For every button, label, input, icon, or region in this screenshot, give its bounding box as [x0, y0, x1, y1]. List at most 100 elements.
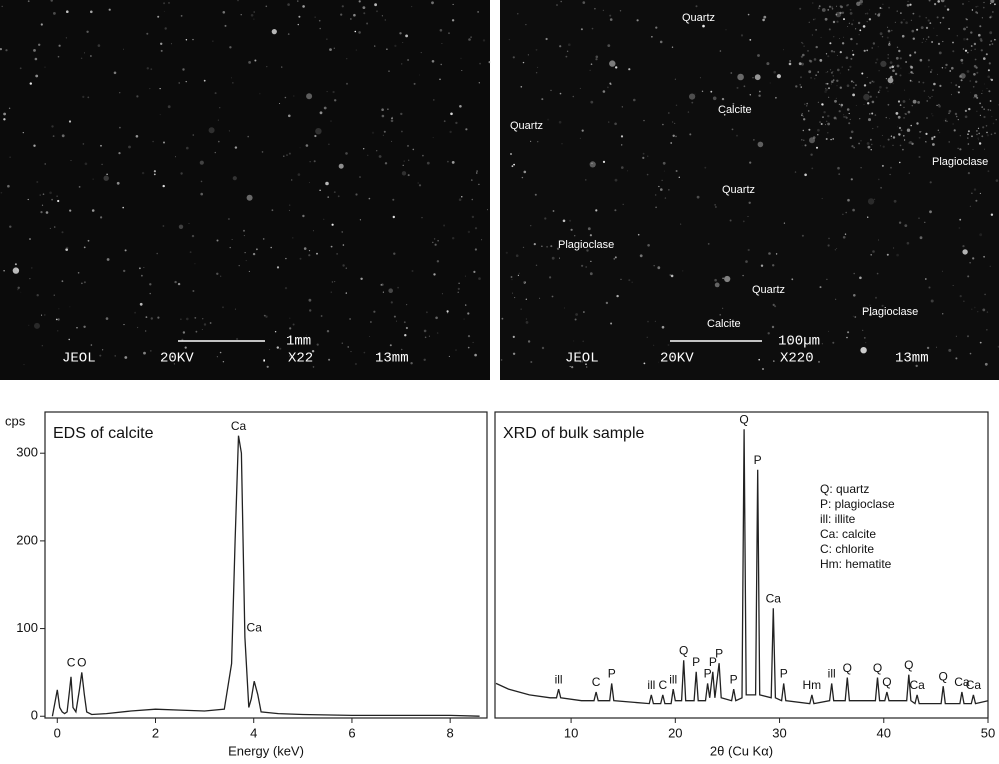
speckle	[994, 38, 996, 41]
speckle	[647, 320, 649, 323]
speckle	[874, 114, 877, 116]
speckle	[19, 67, 22, 70]
speckle	[552, 210, 555, 212]
speckle	[384, 19, 386, 21]
speckle	[978, 142, 982, 145]
speckle	[163, 10, 165, 12]
speckle	[422, 154, 424, 157]
speckle	[903, 106, 905, 109]
speckle	[464, 275, 466, 277]
speckle	[407, 174, 410, 177]
speckle	[895, 56, 899, 60]
data-line	[495, 429, 989, 705]
speckle	[909, 54, 912, 57]
speckle	[926, 346, 930, 350]
y-tick-label: 0	[31, 708, 38, 723]
speckle	[687, 111, 690, 113]
speckle	[467, 335, 471, 338]
speckle	[160, 42, 163, 45]
speckle	[855, 28, 857, 30]
speckle	[971, 9, 974, 11]
speckle	[397, 286, 399, 289]
peak-label: Q	[679, 643, 688, 657]
speckle	[887, 138, 890, 141]
speckle	[852, 53, 855, 56]
speckle	[549, 276, 552, 279]
speckle	[958, 85, 961, 88]
speckle	[391, 140, 393, 142]
speckle	[872, 250, 875, 253]
speckle	[862, 329, 864, 331]
speckle	[928, 286, 931, 289]
speckle	[9, 225, 12, 228]
speckle	[899, 74, 902, 77]
speckle	[159, 114, 161, 116]
speckle	[929, 210, 932, 214]
speckle	[968, 107, 971, 111]
speckle	[182, 331, 186, 334]
speckle	[878, 70, 880, 72]
speckle	[306, 93, 313, 100]
speckle	[800, 76, 802, 79]
speckle	[871, 143, 873, 146]
speckle	[333, 191, 336, 194]
speckle	[474, 353, 477, 357]
speckle	[817, 128, 820, 132]
speckle	[460, 57, 462, 60]
speckle	[381, 15, 383, 17]
speckle	[426, 311, 428, 314]
speckle	[654, 320, 657, 322]
speckle	[448, 355, 450, 357]
speckle	[646, 336, 648, 338]
speckle	[854, 316, 857, 318]
speckle	[589, 272, 593, 276]
speckle	[589, 234, 593, 237]
speckle	[92, 178, 94, 180]
speckle	[987, 75, 990, 79]
speckle	[455, 349, 457, 351]
peak-label: C	[658, 678, 667, 692]
speckle	[113, 71, 117, 75]
speckle	[977, 311, 979, 313]
speckle	[931, 95, 933, 97]
speckle	[51, 125, 54, 128]
speckle	[41, 345, 43, 347]
speckle	[243, 235, 245, 237]
speckle	[910, 71, 913, 74]
speckle	[318, 19, 321, 22]
speckle	[828, 96, 830, 98]
speckle	[887, 77, 894, 84]
speckle	[825, 82, 827, 85]
speckle	[853, 146, 855, 149]
speckle	[34, 322, 40, 329]
speckle	[878, 178, 880, 181]
speckle	[808, 128, 811, 131]
speckle	[932, 115, 934, 117]
speckle	[248, 270, 250, 272]
speckle	[888, 43, 891, 46]
speckle	[591, 27, 594, 30]
speckle	[418, 184, 422, 187]
speckle	[471, 198, 474, 201]
speckle	[923, 38, 925, 40]
speckle	[319, 27, 322, 30]
speckle	[566, 50, 569, 52]
speckle	[821, 197, 823, 200]
speckle	[801, 41, 803, 44]
speckle	[145, 330, 147, 332]
speckle	[607, 86, 609, 89]
speckle	[298, 15, 301, 18]
speckle	[432, 137, 434, 139]
speckle	[108, 8, 111, 11]
speckle	[550, 245, 553, 248]
speckle	[890, 75, 893, 79]
speckle	[231, 239, 233, 240]
peak-label: P	[704, 667, 712, 681]
speckle	[162, 225, 165, 227]
speckle	[517, 13, 519, 15]
speckle	[860, 167, 862, 169]
speckle	[910, 19, 913, 21]
speckle	[91, 209, 95, 212]
speckle	[83, 325, 86, 328]
